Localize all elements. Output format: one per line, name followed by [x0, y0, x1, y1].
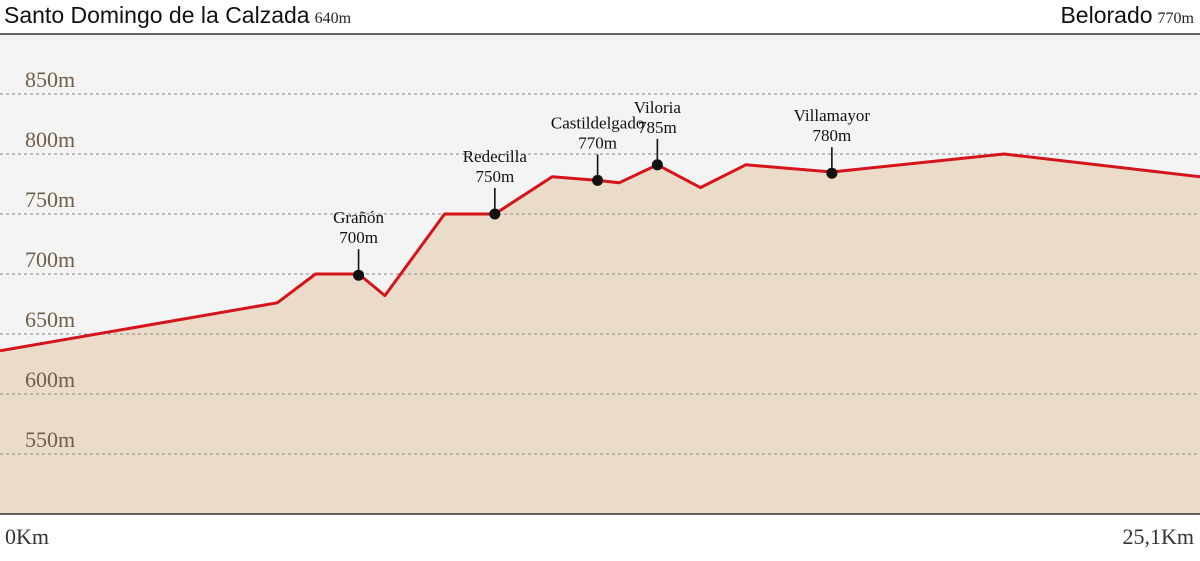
- y-tick-label: 700m: [25, 247, 75, 272]
- end-town-altitude: 770m: [1157, 10, 1194, 27]
- waypoint-elevation: 785m: [638, 118, 677, 137]
- start-town-name: Santo Domingo de la Calzada: [4, 2, 310, 28]
- route-end-header: Belorado 770m: [1060, 2, 1194, 29]
- start-town-altitude: 640m: [314, 10, 352, 27]
- waypoint-name: Redecilla: [463, 147, 528, 166]
- y-tick-label: 750m: [25, 187, 75, 212]
- y-tick-label: 550m: [25, 427, 75, 452]
- waypoint-elevation: 780m: [813, 126, 852, 145]
- route-start-header: Santo Domingo de la Calzada 640m: [4, 2, 351, 29]
- waypoint-marker: [826, 167, 838, 179]
- grid-lines: [0, 93, 1200, 455]
- waypoint-marker: [353, 269, 365, 281]
- y-tick-label: 800m: [25, 127, 75, 152]
- x-tick-label: 25,1Km: [1123, 524, 1195, 549]
- x-tick-labels: 0Km 25,1Km: [5, 524, 1194, 549]
- end-town-name: Belorado: [1060, 2, 1153, 28]
- y-tick-label: 850m: [25, 67, 75, 92]
- y-tick-label: 600m: [25, 367, 75, 392]
- waypoint-name: Viloria: [634, 98, 682, 117]
- x-tick-label: 0Km: [5, 524, 49, 549]
- waypoint-name: Villamayor: [794, 106, 871, 125]
- waypoint-marker: [592, 174, 604, 186]
- waypoint-marker: [651, 159, 663, 171]
- y-tick-labels: 550m 600m 650m 700m 750m 800m 850m: [25, 67, 75, 452]
- waypoint-elevation: 750m: [475, 167, 514, 186]
- waypoint-name: Castildelgado: [551, 113, 644, 132]
- elevation-profile-line: [0, 152, 1200, 353]
- waypoint-elevation: 770m: [578, 133, 617, 152]
- y-tick-label: 650m: [25, 307, 75, 332]
- waypoint-marker: [489, 208, 501, 220]
- waypoint-elevation: 700m: [339, 228, 378, 247]
- waypoint-name: Grañón: [333, 208, 384, 227]
